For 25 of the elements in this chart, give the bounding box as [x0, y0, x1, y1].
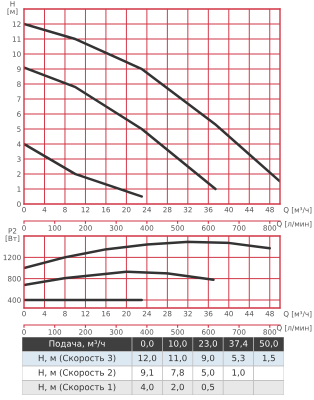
- x-axis-title: Подача, м³/ч: [49, 340, 105, 348]
- x-tick-label: 10,0: [168, 340, 187, 348]
- data-label: 9,0: [202, 354, 214, 362]
- line-series: [24, 22, 280, 183]
- data-label: 1,5: [262, 354, 275, 362]
- data-label: 1,0: [232, 369, 245, 377]
- line-series: [24, 270, 215, 286]
- data-label: 7,8: [171, 369, 184, 377]
- data-label: 11,0: [168, 354, 187, 362]
- line-series: [24, 240, 272, 270]
- x-tick-label: 50,0: [260, 340, 278, 348]
- x-tick-label: 37,4: [229, 340, 248, 348]
- data-label: 5,3: [232, 354, 245, 362]
- y-tick-label: H, м (Скорость 2): [38, 369, 116, 378]
- data-label: 12,0: [138, 354, 156, 362]
- data-label: 0,5: [202, 384, 214, 392]
- x-tick-label: 23,0: [199, 340, 218, 348]
- y-tick-label: H, м (Скорость 1): [38, 384, 116, 392]
- x-tick-label: 0,0: [140, 340, 154, 348]
- data-label: 4,0: [140, 384, 154, 392]
- data-label: 5,0: [202, 369, 214, 377]
- y-tick-label: H, м (Скорость 3): [38, 354, 116, 363]
- data-label: 2,0: [171, 384, 184, 392]
- line-series: [24, 66, 217, 190]
- data-label: 9,1: [140, 369, 154, 377]
